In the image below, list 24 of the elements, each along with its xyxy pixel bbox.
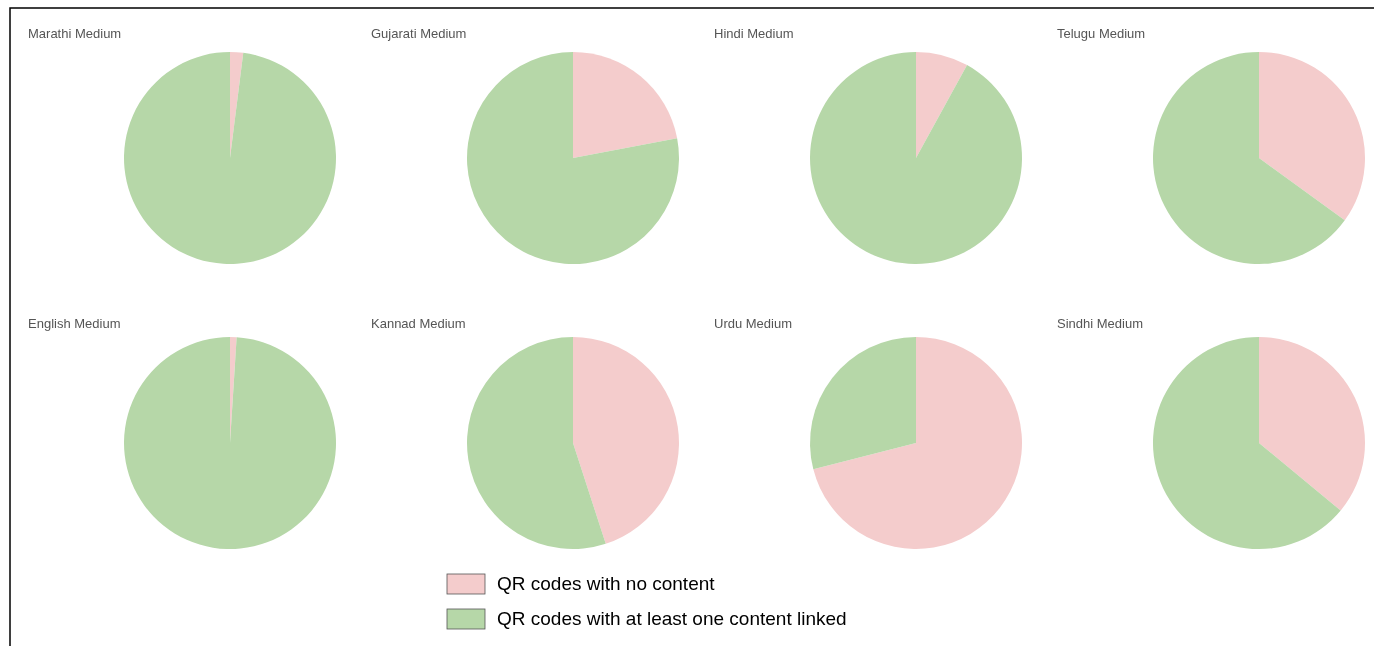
- pie-slice: [124, 52, 336, 264]
- legend-label: QR codes with no content: [497, 573, 716, 594]
- pie-slice: [1259, 52, 1365, 221]
- chart-title: Telugu Medium: [1057, 26, 1146, 41]
- chart-title: Urdu Medium: [714, 316, 793, 331]
- pie-slice: [1259, 337, 1365, 511]
- pie-slice: [573, 52, 678, 158]
- pie-slice: [467, 337, 606, 549]
- pie-slice: [813, 337, 1022, 549]
- chart-title: Hindi Medium: [714, 26, 794, 41]
- pie-slice: [573, 337, 679, 544]
- pie-slice: [916, 52, 968, 158]
- chart-title: Marathi Medium: [28, 26, 122, 41]
- chart-title: Gujarati Medium: [371, 26, 467, 41]
- pie-slice: [810, 52, 1022, 264]
- chart-title: Kannad Medium: [371, 316, 466, 331]
- pie-slice: [467, 52, 679, 264]
- pie-slice: [124, 337, 336, 549]
- chart-title: English Medium: [28, 316, 121, 331]
- legend-label: QR codes with at least one content linked: [497, 608, 847, 629]
- chart-title: Sindhi Medium: [1057, 316, 1143, 331]
- pie-slice: [1153, 52, 1345, 264]
- pie-slice: [1153, 337, 1341, 549]
- pie-slice: [810, 337, 916, 470]
